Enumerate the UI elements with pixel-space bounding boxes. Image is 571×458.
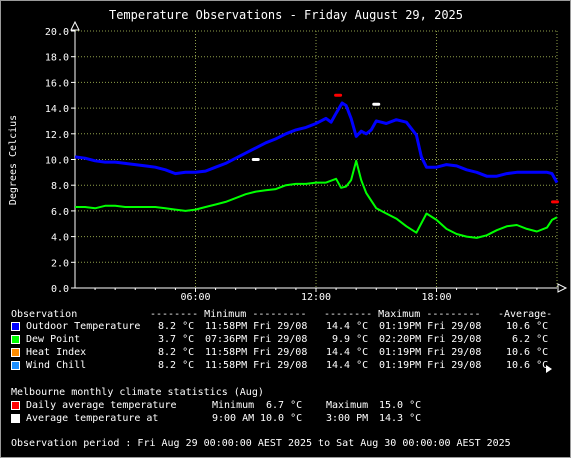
- legend-max-time: 02:20PM Fri 29/08: [379, 334, 482, 345]
- legend-header-minimum: -------- Minimum ---------: [150, 309, 307, 320]
- legend-average: 10.6 °C: [506, 321, 549, 332]
- climate-left-value: 6.7 °C: [266, 400, 303, 411]
- climate-label: Daily average temperature: [26, 400, 177, 411]
- climate-label: Average temperature at: [26, 413, 159, 424]
- legend-min-value: 8.2 °C: [158, 347, 195, 358]
- legend-swatch-windchill: [11, 361, 20, 370]
- y-tick-label: 14.0: [45, 104, 69, 115]
- climate-left-label: Minimum: [212, 400, 255, 411]
- daily-average-marker: [550, 200, 559, 204]
- scroll-right-arrow-icon: [546, 365, 552, 373]
- climate-left-label: 9:00 AM: [212, 413, 255, 424]
- y-axis-label: Degrees Celcius: [8, 115, 19, 205]
- legend-average: 10.6 °C: [506, 347, 549, 358]
- legend-swatch-outdoor: [11, 322, 20, 331]
- tick-labels: 20.0 18.0 16.0 14.0 12.0 10.0 8.0 6.0 4.0 2.0 0.0 0…: [45, 27, 452, 300]
- y-axis-arrow-icon: [70, 20, 80, 31]
- series-lines: [74, 101, 559, 239]
- legend-max-value: 14.4 °C: [326, 360, 369, 371]
- climate-swatch-average-at: [11, 414, 20, 423]
- y-tick-label: 20.0: [45, 27, 69, 38]
- average-temperature-marker: [251, 158, 260, 161]
- y-tick-label: 16.0: [45, 78, 69, 89]
- climate-title: Melbourne monthly climate statistics (Au…: [11, 387, 264, 398]
- legend-min-value: 8.2 °C: [158, 360, 195, 371]
- y-tick-label: 2.0: [51, 258, 69, 269]
- x-tick-label: 12:00: [301, 292, 331, 300]
- y-tick-label: 12.0: [45, 130, 69, 141]
- y-tick-label: 18.0: [45, 53, 69, 64]
- climate-swatch-daily-average: [11, 401, 20, 410]
- climate-right-label: 3:00 PM: [326, 413, 369, 424]
- legend-header-observation: Observation: [11, 309, 78, 320]
- y-tick-label: 4.0: [51, 233, 69, 244]
- legend-label: Heat Index: [26, 347, 87, 358]
- legend-label: Wind Chill: [26, 360, 87, 371]
- x-tick-label: 06:00: [180, 292, 210, 300]
- legend-min-time: 11:58PM Fri 29/08: [205, 360, 308, 371]
- daily-average-marker: [334, 93, 343, 97]
- climate-markers: [251, 93, 559, 204]
- grid-lines: [75, 30, 558, 288]
- series-line-outdoor-temperature: [74, 101, 559, 184]
- legend-min-time: 11:58PM Fri 29/08: [205, 321, 308, 332]
- axes: [70, 20, 568, 293]
- legend-min-value: 3.7 °C: [158, 334, 195, 345]
- chart-title: Temperature Observations - Friday August…: [109, 8, 463, 22]
- legend-min-time: 07:36PM Fri 29/08: [205, 334, 308, 345]
- y-tick-label: 0.0: [51, 284, 69, 295]
- legend-max-value: 14.4 °C: [326, 321, 369, 332]
- legend-max-time: 01:19PM Fri 29/08: [379, 347, 482, 358]
- average-temperature-marker: [372, 102, 381, 106]
- series-line-dew-point: [75, 159, 558, 239]
- legend-swatch-dewpoint: [11, 335, 20, 344]
- legend-label: Dew Point: [26, 334, 81, 345]
- temperature-chart: Temperature Observations - Friday August…: [8, 8, 568, 300]
- x-axis-arrow-icon: [557, 283, 568, 293]
- y-tick-label: 10.0: [45, 156, 69, 167]
- x-tick-label: 18:00: [421, 292, 451, 300]
- legend-average: 6.2 °C: [512, 334, 549, 345]
- observation-period: Observation period : Fri Aug 29 00:00:00…: [11, 438, 511, 449]
- legend-max-time: 01:19PM Fri 29/08: [379, 321, 482, 332]
- climate-right-value: 15.0 °C: [379, 400, 422, 411]
- climate-left-value: 10.0 °C: [260, 413, 303, 424]
- legend-max-value: 9.9 °C: [332, 334, 369, 345]
- legend-swatch-heatindex: [11, 348, 20, 357]
- legend-min-time: 11:58PM Fri 29/08: [205, 347, 308, 358]
- climate-right-label: Maximum: [326, 400, 369, 411]
- y-tick-label: 6.0: [51, 207, 69, 218]
- legend-min-value: 8.2 °C: [158, 321, 195, 332]
- legend-average: 10.6 °C: [506, 360, 549, 371]
- legend-max-value: 14.4 °C: [326, 347, 369, 358]
- legend-label: Outdoor Temperature: [26, 321, 141, 332]
- legend-max-time: 01:19PM Fri 29/08: [379, 360, 482, 371]
- y-tick-label: 8.0: [51, 181, 69, 192]
- climate-right-value: 14.3 °C: [379, 413, 422, 424]
- legend-header-average: -Average-: [498, 309, 553, 320]
- legend-header-maximum: -------- Maximum ---------: [324, 309, 481, 320]
